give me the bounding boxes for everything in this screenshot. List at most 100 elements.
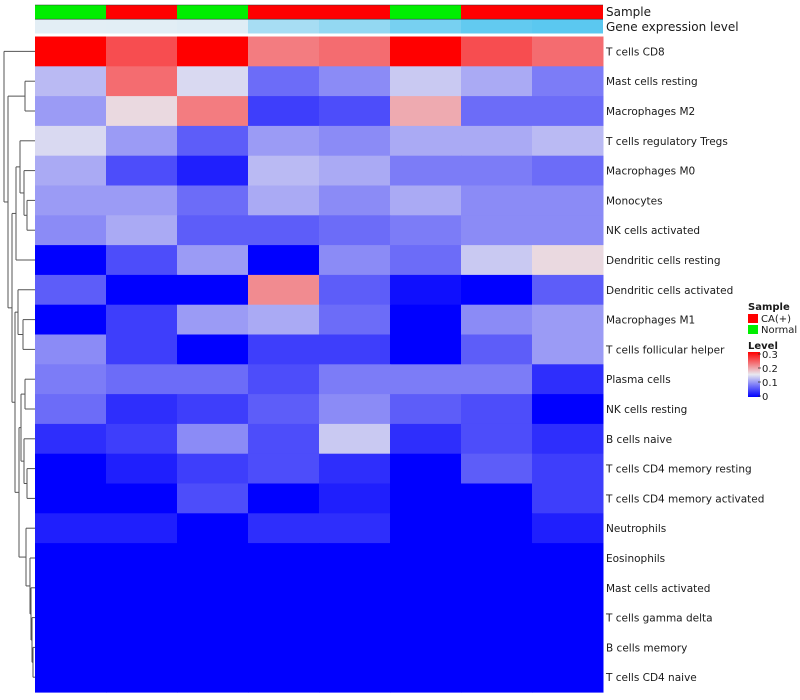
- row-label: T cells CD8: [605, 46, 665, 58]
- heatmap-cell: [35, 513, 107, 544]
- row-label: T cells CD4 memory activated: [605, 493, 764, 505]
- heatmap-cell: [106, 632, 178, 663]
- heatmap-cell: [390, 572, 462, 604]
- heatmap-cell: [106, 185, 178, 216]
- heatmap-cell: [35, 334, 107, 365]
- heatmap-cell: [461, 96, 533, 127]
- heatmap-cell: [35, 274, 107, 306]
- heatmap-cell: [106, 423, 178, 455]
- heatmap-cell: [461, 304, 533, 335]
- heatmap-cell: [390, 66, 462, 97]
- heatmap-cell: [106, 125, 178, 157]
- row-label: NK cells resting: [606, 404, 687, 416]
- heatmap-cell: [319, 125, 391, 157]
- heatmap-cell: [248, 185, 320, 216]
- heatmap-cell: [177, 215, 249, 246]
- heatmap-cell: [461, 572, 533, 604]
- heatmap-cell: [461, 483, 533, 514]
- heatmap-cell: [248, 215, 320, 246]
- heatmap-cell: [319, 334, 391, 365]
- sample-track-cell: [177, 5, 248, 19]
- annotation-tracks: [35, 4, 603, 34]
- heatmap-cell: [35, 304, 107, 335]
- heatmap-cell: [106, 274, 178, 306]
- heatmap-cell: [532, 274, 604, 306]
- heatmap-cell: [35, 602, 107, 633]
- heatmap-cell: [319, 66, 391, 97]
- heatmap-cell: [390, 185, 462, 216]
- heatmap-cell: [319, 185, 391, 216]
- heatmap-cell: [248, 483, 320, 514]
- heatmap-cell: [35, 662, 107, 693]
- expression-track-cell: [461, 19, 532, 34]
- row-label: Eosinophils: [606, 553, 665, 565]
- heatmap-cell: [177, 632, 249, 663]
- heatmap-cell: [248, 513, 320, 544]
- heatmap-cell: [319, 96, 391, 127]
- heatmap-cell: [532, 96, 604, 127]
- heatmap-cell: [532, 394, 604, 425]
- heatmap-cell: [177, 364, 249, 395]
- heatmap-cell: [461, 185, 533, 216]
- expression-track-cell: [248, 19, 319, 34]
- legend-tick-label: 0.2: [762, 364, 778, 375]
- heatmap-cell: [461, 274, 533, 306]
- heatmap-cell: [248, 304, 320, 335]
- legend-tick-label: 0.1: [762, 378, 778, 389]
- heatmap-cell: [532, 334, 604, 365]
- heatmap-cell: [390, 125, 462, 157]
- track-label: Sample: [606, 5, 651, 19]
- heatmap-cell: [390, 36, 462, 67]
- heatmap-cell: [319, 245, 391, 276]
- expression-track-cell: [532, 19, 603, 34]
- legend-sample-swatch: [748, 325, 758, 334]
- heatmap-cell: [35, 483, 107, 514]
- row-label: T cells regulatory Tregs: [605, 136, 728, 148]
- heatmap-cell: [461, 364, 533, 395]
- heatmap-cell: [390, 453, 462, 484]
- heatmap-cell: [177, 334, 249, 365]
- expression-track-cell: [106, 19, 177, 34]
- heatmap-cell: [461, 394, 533, 425]
- heatmap-cell: [390, 334, 462, 365]
- heatmap-cell: [248, 602, 320, 633]
- row-label: T cells CD4 naive: [605, 672, 697, 684]
- heatmap-cell: [461, 543, 533, 574]
- heatmap-cell: [35, 185, 107, 216]
- heatmap-cell: [106, 66, 178, 97]
- heatmap-cell: [248, 96, 320, 127]
- heatmap-cell: [106, 662, 178, 693]
- row-label: T cells CD4 memory resting: [605, 464, 752, 476]
- heatmap-cell: [390, 96, 462, 127]
- heatmap-cell: [532, 423, 604, 455]
- heatmap-cell: [461, 602, 533, 633]
- heatmap-cell: [532, 602, 604, 633]
- heatmap-cell: [35, 364, 107, 395]
- heatmap-cell: [248, 274, 320, 306]
- heatmap-cell: [177, 513, 249, 544]
- heatmap-cell: [461, 125, 533, 157]
- heatmap-cell: [390, 304, 462, 335]
- heatmap-cell: [461, 334, 533, 365]
- heatmap-cell: [461, 215, 533, 246]
- heatmap-cell: [532, 245, 604, 276]
- heatmap-cell: [319, 423, 391, 455]
- heatmap-cell: [177, 423, 249, 455]
- expression-track-cell: [177, 19, 248, 34]
- heatmap-cell: [390, 274, 462, 306]
- heatmap-cell: [390, 245, 462, 276]
- heatmap-cell: [248, 36, 320, 67]
- heatmap-cell: [106, 453, 178, 484]
- heatmap-cell: [35, 394, 107, 425]
- heatmap-cell: [248, 155, 320, 186]
- heatmap-cell: [248, 66, 320, 97]
- heatmap-cell: [532, 572, 604, 604]
- legend-tick-label: 0: [762, 392, 768, 403]
- legend-sample-label: CA(+): [761, 314, 791, 325]
- heatmap-cell: [319, 394, 391, 425]
- heatmap-cell: [248, 334, 320, 365]
- row-label: Dendritic cells resting: [606, 255, 721, 267]
- heatmap-cell: [319, 36, 391, 67]
- heatmap-cell: [319, 453, 391, 484]
